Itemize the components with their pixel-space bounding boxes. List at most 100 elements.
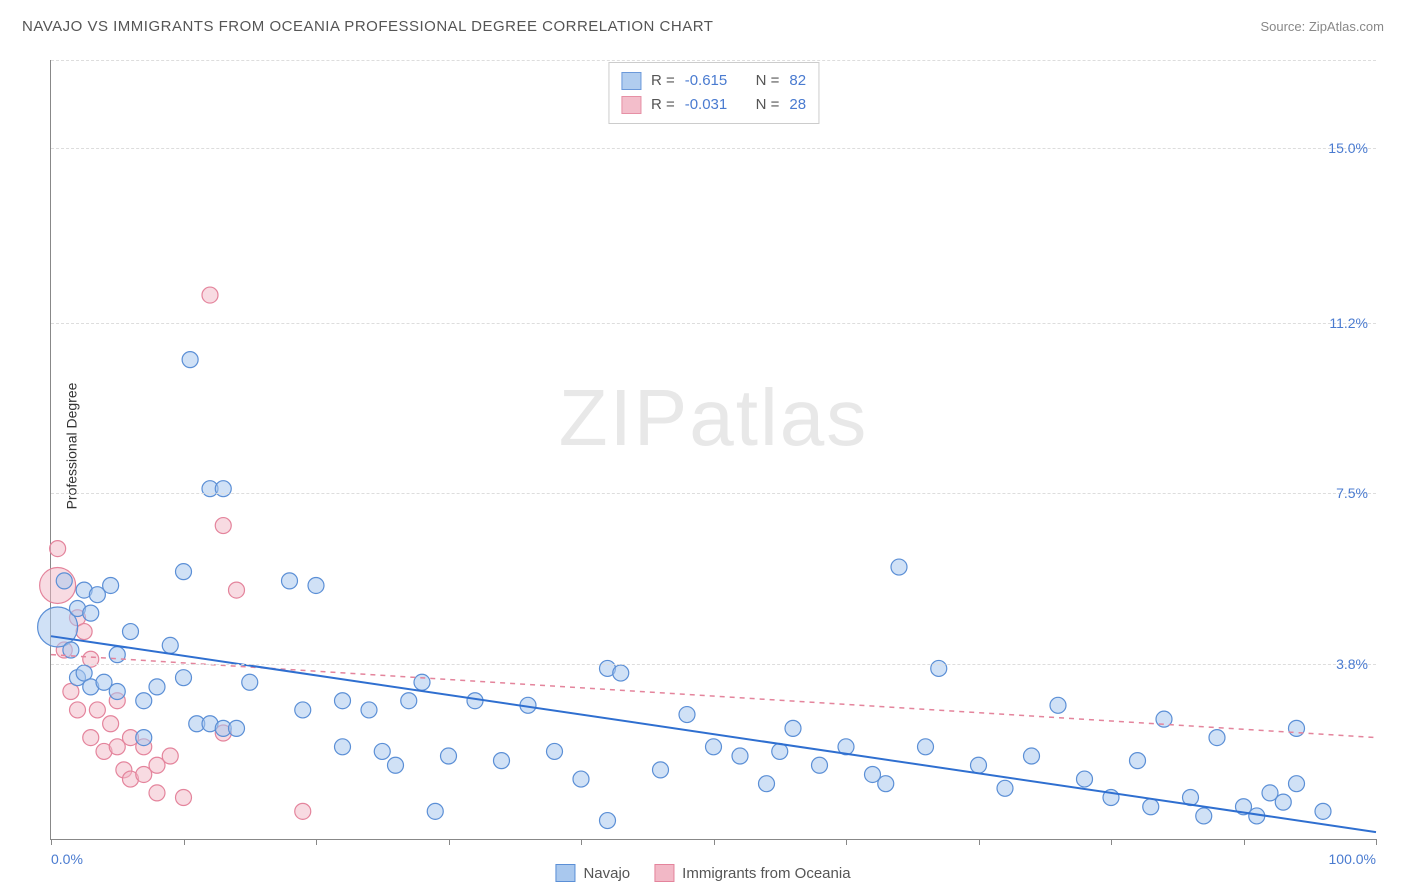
navajo-r-value: -0.615 bbox=[685, 69, 728, 93]
navajo-point bbox=[918, 739, 934, 755]
x-tick bbox=[316, 839, 317, 845]
oceania-point bbox=[50, 541, 66, 557]
stat-legend-row-oceania: R = -0.031 N = 28 bbox=[621, 93, 806, 117]
oceania-point bbox=[202, 287, 218, 303]
x-tick bbox=[979, 839, 980, 845]
navajo-point bbox=[1077, 771, 1093, 787]
n-label: N = bbox=[756, 69, 780, 93]
n-label: N = bbox=[756, 93, 780, 117]
navajo-legend-swatch bbox=[555, 864, 575, 882]
navajo-legend-label: Navajo bbox=[583, 865, 630, 882]
navajo-point bbox=[997, 780, 1013, 796]
x-tick bbox=[51, 839, 52, 845]
navajo-point bbox=[56, 573, 72, 589]
navajo-point bbox=[229, 720, 245, 736]
navajo-point bbox=[1315, 803, 1331, 819]
oceania-point bbox=[176, 790, 192, 806]
navajo-point bbox=[679, 707, 695, 723]
navajo-point bbox=[441, 748, 457, 764]
y-tick-label: 11.2% bbox=[1329, 315, 1368, 331]
navajo-point bbox=[772, 743, 788, 759]
navajo-point bbox=[149, 679, 165, 695]
oceania-point bbox=[229, 582, 245, 598]
navajo-point bbox=[1275, 794, 1291, 810]
navajo-point bbox=[494, 753, 510, 769]
x-tick bbox=[184, 839, 185, 845]
navajo-point bbox=[176, 564, 192, 580]
gridline bbox=[51, 148, 1376, 149]
navajo-point bbox=[123, 624, 139, 640]
oceania-legend-swatch bbox=[654, 864, 674, 882]
oceania-regression-line bbox=[51, 655, 1376, 738]
source-link[interactable]: ZipAtlas.com bbox=[1309, 19, 1384, 34]
navajo-point bbox=[162, 637, 178, 653]
oceania-point bbox=[70, 702, 86, 718]
navajo-regression-line bbox=[51, 636, 1376, 832]
navajo-point bbox=[335, 693, 351, 709]
navajo-point bbox=[653, 762, 669, 778]
navajo-point bbox=[109, 647, 125, 663]
oceania-point bbox=[295, 803, 311, 819]
stat-legend: R =-0.615 N =82R =-0.031 N =28 bbox=[608, 62, 819, 124]
navajo-point bbox=[467, 693, 483, 709]
navajo-point bbox=[335, 739, 351, 755]
navajo-point bbox=[176, 670, 192, 686]
navajo-point bbox=[361, 702, 377, 718]
oceania-legend-label: Immigrants from Oceania bbox=[682, 865, 850, 882]
x-tick bbox=[449, 839, 450, 845]
navajo-point bbox=[182, 352, 198, 368]
navajo-point bbox=[600, 813, 616, 829]
navajo-point bbox=[732, 748, 748, 764]
navajo-swatch bbox=[621, 72, 641, 90]
oceania-r-value: -0.031 bbox=[685, 93, 728, 117]
gridline bbox=[51, 60, 1376, 61]
navajo-point bbox=[1050, 697, 1066, 713]
navajo-point bbox=[1130, 753, 1146, 769]
x-tick bbox=[714, 839, 715, 845]
navajo-point bbox=[547, 743, 563, 759]
oceania-point bbox=[103, 716, 119, 732]
navajo-point bbox=[83, 605, 99, 621]
navajo-point bbox=[573, 771, 589, 787]
x-tick-label: 100.0% bbox=[1329, 851, 1376, 867]
x-tick bbox=[846, 839, 847, 845]
navajo-point bbox=[136, 693, 152, 709]
navajo-point bbox=[401, 693, 417, 709]
navajo-point bbox=[308, 577, 324, 593]
navajo-point bbox=[971, 757, 987, 773]
r-label: R = bbox=[651, 93, 675, 117]
navajo-point bbox=[706, 739, 722, 755]
chart-title: NAVAJO VS IMMIGRANTS FROM OCEANIA PROFES… bbox=[22, 18, 713, 35]
navajo-point bbox=[613, 665, 629, 681]
navajo-point bbox=[414, 674, 430, 690]
r-label: R = bbox=[651, 69, 675, 93]
navajo-point bbox=[427, 803, 443, 819]
navajo-point bbox=[1143, 799, 1159, 815]
navajo-point bbox=[878, 776, 894, 792]
navajo-point bbox=[1289, 720, 1305, 736]
navajo-point bbox=[1209, 730, 1225, 746]
source-credit: Source: ZipAtlas.com bbox=[1260, 19, 1384, 34]
stat-legend-row-navajo: R =-0.615 N =82 bbox=[621, 69, 806, 93]
oceania-point bbox=[83, 730, 99, 746]
navajo-point bbox=[1024, 748, 1040, 764]
oceania-point bbox=[89, 702, 105, 718]
bottom-legend: Navajo Immigrants from Oceania bbox=[555, 864, 850, 882]
oceania-n-value: 28 bbox=[789, 93, 806, 117]
gridline bbox=[51, 493, 1376, 494]
x-tick bbox=[1376, 839, 1377, 845]
navajo-point bbox=[388, 757, 404, 773]
navajo-point bbox=[812, 757, 828, 773]
source-prefix: Source: bbox=[1260, 19, 1308, 34]
navajo-point bbox=[1289, 776, 1305, 792]
navajo-point bbox=[374, 743, 390, 759]
oceania-point bbox=[76, 624, 92, 640]
oceania-swatch bbox=[621, 96, 641, 114]
navajo-point bbox=[785, 720, 801, 736]
x-tick bbox=[1244, 839, 1245, 845]
gridline bbox=[51, 323, 1376, 324]
x-tick-label: 0.0% bbox=[51, 851, 83, 867]
navajo-point bbox=[103, 577, 119, 593]
gridline bbox=[51, 664, 1376, 665]
navajo-point bbox=[136, 730, 152, 746]
